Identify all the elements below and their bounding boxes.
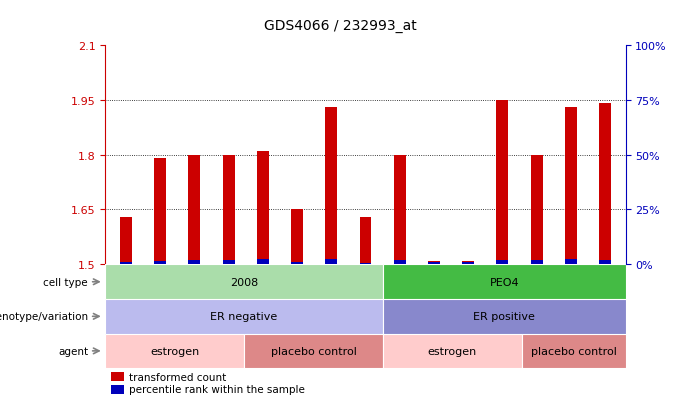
Bar bbox=[291, 210, 303, 265]
Text: placebo control: placebo control bbox=[530, 346, 617, 356]
Text: GDS4066 / 232993_at: GDS4066 / 232993_at bbox=[264, 19, 416, 33]
Bar bbox=[428, 261, 440, 265]
Bar bbox=[394, 155, 406, 265]
FancyBboxPatch shape bbox=[383, 299, 626, 334]
Text: 2008: 2008 bbox=[230, 277, 258, 287]
Bar bbox=[291, 263, 303, 265]
FancyBboxPatch shape bbox=[244, 334, 383, 368]
FancyBboxPatch shape bbox=[105, 265, 383, 299]
Text: percentile rank within the sample: percentile rank within the sample bbox=[129, 385, 305, 394]
Text: ER positive: ER positive bbox=[473, 311, 535, 322]
Bar bbox=[599, 104, 611, 265]
Text: agent: agent bbox=[58, 346, 88, 356]
Bar bbox=[428, 263, 440, 265]
Bar bbox=[257, 260, 269, 265]
Bar bbox=[188, 155, 201, 265]
Bar bbox=[222, 261, 235, 265]
Bar bbox=[530, 155, 543, 265]
FancyBboxPatch shape bbox=[383, 265, 626, 299]
Bar bbox=[188, 261, 201, 265]
Text: ER negative: ER negative bbox=[211, 311, 277, 322]
Bar bbox=[565, 260, 577, 265]
Bar bbox=[257, 152, 269, 265]
Bar bbox=[111, 385, 124, 394]
Bar bbox=[462, 261, 474, 265]
Bar bbox=[325, 108, 337, 265]
Bar bbox=[530, 261, 543, 265]
Bar bbox=[496, 260, 509, 265]
Bar bbox=[599, 260, 611, 265]
Bar bbox=[120, 217, 132, 265]
FancyBboxPatch shape bbox=[105, 299, 383, 334]
Text: estrogen: estrogen bbox=[428, 346, 477, 356]
Text: placebo control: placebo control bbox=[271, 346, 356, 356]
Bar bbox=[325, 260, 337, 265]
Bar bbox=[154, 261, 166, 265]
Bar bbox=[360, 263, 371, 265]
Bar bbox=[394, 261, 406, 265]
Bar bbox=[120, 262, 132, 265]
Text: cell type: cell type bbox=[44, 277, 88, 287]
Text: estrogen: estrogen bbox=[150, 346, 199, 356]
Bar bbox=[111, 373, 124, 381]
Bar bbox=[154, 159, 166, 265]
Bar bbox=[565, 108, 577, 265]
Text: transformed count: transformed count bbox=[129, 372, 226, 382]
Bar bbox=[462, 263, 474, 265]
FancyBboxPatch shape bbox=[522, 334, 626, 368]
Bar bbox=[496, 100, 509, 265]
Bar bbox=[360, 217, 371, 265]
FancyBboxPatch shape bbox=[105, 334, 244, 368]
Text: genotype/variation: genotype/variation bbox=[0, 311, 88, 322]
Bar bbox=[222, 155, 235, 265]
FancyBboxPatch shape bbox=[383, 334, 522, 368]
Text: PEO4: PEO4 bbox=[490, 277, 519, 287]
